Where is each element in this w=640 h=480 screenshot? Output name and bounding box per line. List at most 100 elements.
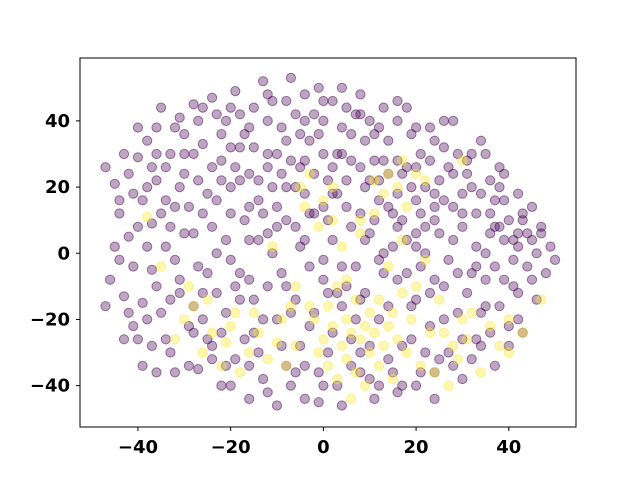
data-point-series-1 [244,347,255,358]
data-point-series-0 [151,281,162,292]
data-point-series-0 [299,234,310,246]
data-point-series-0 [142,182,153,193]
axes: −40 −20 0 20 40 −40 −20 0 20 40 [30,57,577,458]
data-point-series-0 [160,334,171,345]
data-point-series-0 [188,148,199,160]
data-point-series-0 [392,274,403,285]
data-point-series-0 [197,102,208,113]
data-point-series-0 [499,195,510,206]
data-point-series-0 [420,347,431,358]
data-point-series-0 [197,138,208,150]
data-point-series-1 [536,294,547,305]
data-point-series-1 [387,373,398,385]
data-point-series-1 [309,314,320,325]
data-point-series-0 [401,268,412,279]
data-point-series-0 [188,327,199,338]
data-point-series-0 [234,294,245,305]
data-point-series-0 [336,148,347,160]
data-point-series-0 [244,360,255,371]
data-point-series-0 [132,334,143,345]
data-point-series-0 [151,175,162,186]
data-point-series-0 [522,261,533,272]
plot-frame [79,57,577,428]
data-point-series-0 [429,201,440,212]
data-point-series-0 [503,215,514,226]
data-point-series-0 [373,380,385,391]
data-point-series-0 [434,175,445,186]
data-point-series-0 [262,387,273,398]
y-tick-label: 40 [45,111,70,132]
data-point-series-0 [137,297,148,308]
data-point-series-1 [387,307,398,318]
data-point-series-0 [100,162,111,173]
scatter-points [100,72,561,411]
data-point-series-0 [429,188,440,199]
data-point-series-0 [128,321,139,332]
x-tick-label: −20 [211,437,251,458]
data-point-series-0 [448,201,459,212]
data-point-series-0 [281,135,292,146]
data-point-series-0 [531,248,542,259]
data-point-series-1 [197,347,208,358]
data-point-series-0 [271,221,283,232]
data-point-series-0 [123,168,134,179]
data-point-series-1 [281,360,292,371]
data-point-series-0 [114,208,125,219]
data-point-series-1 [276,314,287,325]
data-point-series-0 [258,314,269,325]
data-point-series-0 [499,274,510,285]
data-point-series-1 [248,307,259,318]
data-point-series-0 [355,347,366,358]
data-point-series-1 [350,367,361,378]
data-point-series-0 [475,307,487,318]
data-point-series-1 [378,188,389,199]
data-point-series-0 [313,129,324,140]
data-point-series-1 [341,354,352,365]
data-point-series-0 [438,142,449,153]
data-point-series-0 [197,208,208,219]
data-point-series-1 [503,347,514,358]
data-point-series-1 [369,208,380,219]
data-point-series-0 [448,168,459,179]
data-point-series-0 [466,148,477,160]
data-point-series-0 [132,152,143,163]
data-point-series-0 [114,195,125,206]
data-point-series-0 [285,155,296,166]
data-point-series-0 [513,241,524,252]
data-point-series-0 [271,400,283,411]
data-point-series-0 [165,221,176,232]
data-point-series-1 [267,241,278,252]
data-point-series-1 [364,307,375,318]
data-point-series-0 [225,208,236,219]
data-point-series-0 [327,95,338,107]
data-point-series-0 [411,228,422,239]
data-point-series-0 [123,307,134,318]
data-point-series-0 [383,135,394,146]
data-point-series-0 [271,201,283,212]
data-point-series-0 [165,148,176,160]
data-point-series-0 [424,155,436,166]
data-point-series-0 [350,261,361,272]
data-point-series-0 [174,274,185,285]
data-point-series-0 [313,397,324,408]
data-point-series-0 [327,162,338,173]
data-point-series-0 [248,294,259,305]
y-tick-label: −40 [30,376,70,397]
data-point-series-1 [346,393,357,404]
data-point-series-0 [174,112,185,123]
data-point-series-0 [392,115,403,127]
data-point-series-0 [434,354,445,365]
data-point-series-1 [401,201,412,212]
data-point-series-0 [207,92,218,103]
data-point-series-0 [244,274,255,285]
data-point-series-0 [230,281,241,292]
data-point-series-0 [183,201,194,212]
data-point-series-1 [406,314,417,325]
data-point-series-0 [234,175,245,186]
data-point-series-0 [355,162,366,173]
data-point-series-0 [169,122,181,133]
data-point-series-0 [281,281,292,292]
data-point-series-1 [383,261,394,272]
data-point-series-1 [183,281,194,292]
data-point-series-1 [262,354,273,365]
